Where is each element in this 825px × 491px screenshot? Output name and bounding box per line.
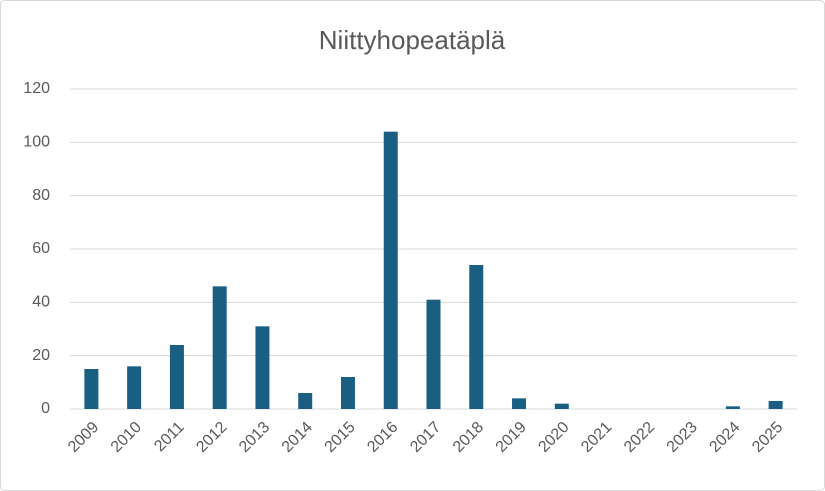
- chart-title: Niittyhopeatäplä: [319, 25, 506, 55]
- y-tick-label: 80: [32, 187, 50, 204]
- bar: [426, 299, 441, 409]
- y-tick-label: 60: [32, 240, 50, 257]
- bar: [84, 369, 99, 409]
- y-tick-label: 20: [32, 347, 50, 364]
- bar: [768, 401, 783, 409]
- y-tick-label: 120: [23, 80, 50, 97]
- bar: [169, 345, 184, 409]
- y-tick-label: 40: [32, 294, 50, 311]
- bar: [512, 398, 527, 409]
- bar: [383, 131, 398, 409]
- bar: [298, 393, 313, 409]
- bar: [127, 366, 142, 409]
- bar: [212, 286, 227, 409]
- bar: [340, 377, 355, 409]
- bar: [255, 326, 270, 409]
- bar: [725, 406, 740, 409]
- y-tick-label: 100: [23, 134, 50, 151]
- y-tick-label: 0: [41, 400, 50, 417]
- bar: [554, 403, 569, 409]
- bar: [469, 265, 484, 409]
